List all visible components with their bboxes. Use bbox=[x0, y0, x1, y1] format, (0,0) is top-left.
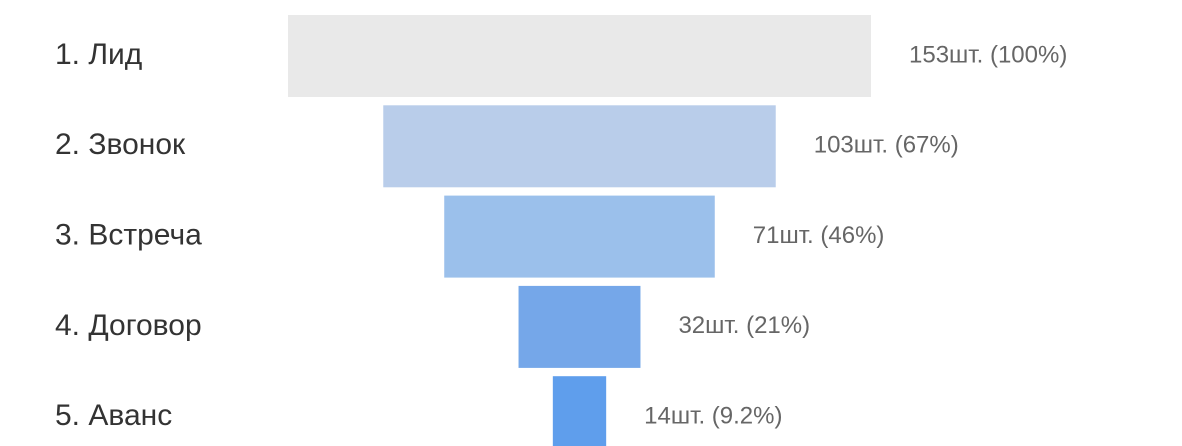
value-label: 32шт. (21%) bbox=[678, 312, 810, 339]
funnel-bar bbox=[383, 105, 776, 188]
stage-label: 2. Звонок bbox=[55, 128, 186, 161]
funnel-bar bbox=[552, 376, 607, 446]
value-label: 71шт. (46%) bbox=[753, 222, 885, 249]
funnel-bar bbox=[444, 195, 715, 278]
funnel-bar bbox=[518, 285, 641, 368]
stage-label: 5. Аванс bbox=[55, 399, 172, 432]
funnel-bar bbox=[288, 15, 871, 97]
stage-label: 3. Встреча bbox=[55, 219, 202, 252]
value-label: 103шт. (67%) bbox=[814, 132, 959, 159]
stage-label: 1. Лид bbox=[55, 38, 142, 71]
value-label: 14шт. (9.2%) bbox=[644, 403, 782, 430]
stage-label: 4. Договор bbox=[55, 309, 202, 342]
value-label: 153шт. (100%) bbox=[909, 41, 1067, 68]
